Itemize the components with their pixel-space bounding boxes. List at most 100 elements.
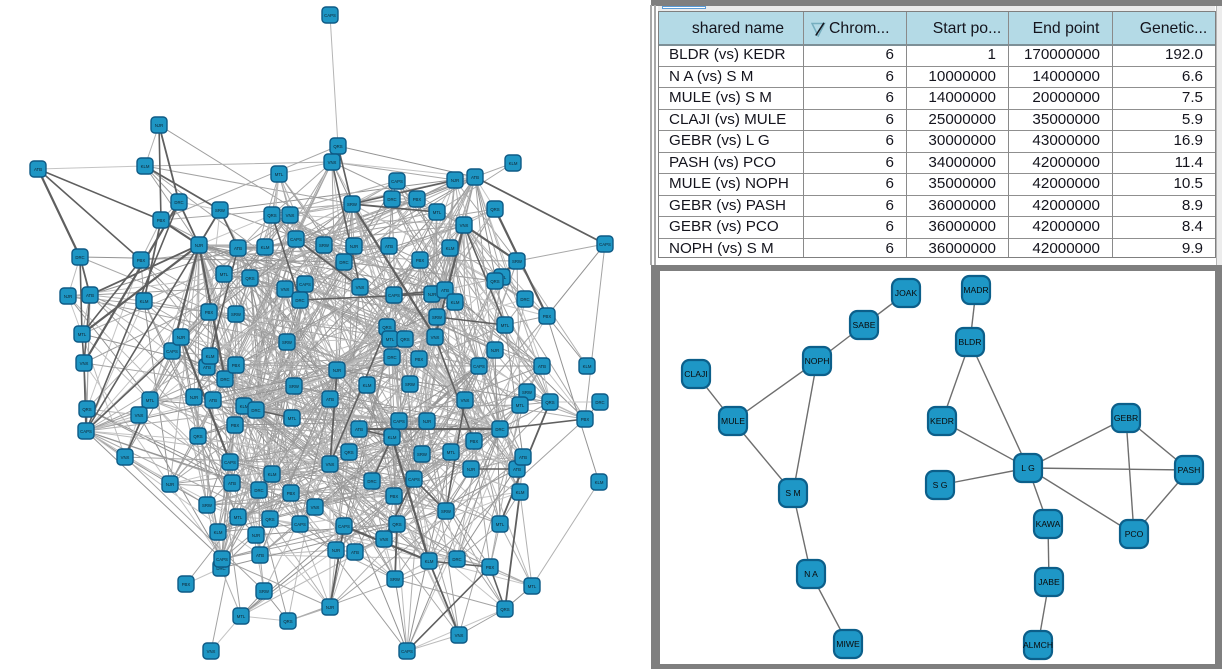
svg-text:VNX: VNX [80,361,89,366]
svg-text:CAPS: CAPS [338,524,350,529]
svg-text:MIWE: MIWE [836,639,860,649]
svg-text:DRC: DRC [220,377,229,382]
svg-text:ATB: ATB [326,397,334,402]
svg-text:VNX: VNX [380,537,389,542]
svg-text:KEDR: KEDR [930,416,954,426]
svg-text:KLM: KLM [363,383,372,388]
svg-text:MTL: MTL [146,398,155,403]
svg-text:CAPS: CAPS [408,477,420,482]
svg-text:KLM: KLM [206,354,215,359]
svg-text:DRC: DRC [216,566,225,571]
svg-text:CAPS: CAPS [401,649,413,654]
svg-text:PBX: PBX [390,494,399,499]
svg-text:CAPS: CAPS [224,460,236,465]
svg-text:ATB: ATB [513,467,521,472]
svg-text:ATB: ATB [209,398,217,403]
svg-text:PBX: PBX [182,582,191,587]
svg-text:MTL: MTL [433,210,442,215]
svg-text:CAPS: CAPS [80,429,92,434]
svg-text:JOAK: JOAK [895,288,918,298]
svg-text:PBX: PBX [470,439,479,444]
svg-text:KLM: KLM [451,300,460,305]
svg-text:SRW: SRW [259,589,270,594]
svg-text:NJR: NJR [467,467,475,472]
svg-text:SRW: SRW [405,382,416,387]
svg-text:NJR: NJR [155,123,163,128]
svg-text:SRW: SRW [390,577,401,582]
svg-text:CAPS: CAPS [290,237,302,242]
svg-text:MTL: MTL [234,515,243,520]
svg-text:SRW: SRW [282,340,293,345]
svg-text:QRS: QRS [545,400,554,405]
svg-text:MTL: MTL [501,323,510,328]
svg-text:QRS: QRS [265,517,274,522]
svg-text:CAPS: CAPS [299,282,311,287]
svg-text:CAPS: CAPS [599,242,611,247]
svg-text:CAPS: CAPS [388,293,400,298]
svg-text:KLM: KLM [583,364,592,369]
svg-text:KLM: KLM [261,245,270,250]
svg-text:MTL: MTL [220,272,229,277]
svg-text:BLDR: BLDR [959,337,982,347]
svg-text:ATB: ATB [355,427,363,432]
svg-text:NJR: NJR [195,243,203,248]
svg-text:PBX: PBX [416,258,425,263]
svg-text:MTL: MTL [386,337,395,342]
svg-text:MTL: MTL [237,614,246,619]
svg-text:VNX: VNX [455,633,464,638]
svg-text:KLM: KLM [388,435,397,440]
svg-text:MULE: MULE [721,416,745,426]
svg-text:QRS: QRS [283,619,292,624]
svg-text:DRC: DRC [254,488,263,493]
svg-text:ATB: ATB [471,175,479,180]
svg-text:NJR: NJR [350,244,358,249]
svg-text:NJR: NJR [428,292,436,297]
svg-text:QRS: QRS [490,207,499,212]
svg-text:QRS: QRS [400,337,409,342]
svg-text:PBX: PBX [413,197,422,202]
svg-text:NJR: NJR [326,605,334,610]
svg-text:PASH: PASH [1178,465,1201,475]
svg-text:KLM: KLM [214,530,223,535]
svg-text:VNX: VNX [286,213,295,218]
svg-text:N A: N A [804,569,818,579]
svg-text:ATB: ATB [519,455,527,460]
svg-text:ATB: ATB [203,365,211,370]
svg-text:SABE: SABE [853,320,876,330]
svg-text:KLM: KLM [516,490,525,495]
svg-text:KLM: KLM [268,472,277,477]
svg-text:SRW: SRW [512,259,523,264]
svg-text:VNX: VNX [326,462,335,467]
svg-text:NJR: NJR [491,348,499,353]
svg-text:PBX: PBX [232,363,241,368]
svg-text:PBX: PBX [137,258,146,263]
svg-text:SRW: SRW [319,243,330,248]
svg-text:DRC: DRC [520,297,529,302]
svg-text:CAPS: CAPS [294,522,306,527]
svg-text:DRC: DRC [595,400,604,405]
svg-text:KLM: KLM [509,161,518,166]
svg-text:CAPS: CAPS [324,13,336,18]
svg-text:GEBR: GEBR [1114,413,1138,423]
svg-text:NJR: NJR [190,395,198,400]
svg-text:DRC: DRC [295,298,304,303]
svg-text:KLM: KLM [240,404,249,409]
svg-text:QRS: QRS [392,522,401,527]
svg-text:S G: S G [933,480,948,490]
svg-text:KAWA: KAWA [1036,519,1061,529]
svg-text:QRS: QRS [490,279,499,284]
svg-text:QRS: QRS [382,325,391,330]
svg-text:JABE: JABE [1038,577,1060,587]
svg-text:CAPS: CAPS [216,557,228,562]
svg-text:DRC: DRC [174,200,183,205]
svg-text:ATB: ATB [538,364,546,369]
svg-text:SRW: SRW [289,384,300,389]
svg-text:VNX: VNX [207,649,216,654]
svg-text:CAPS: CAPS [473,364,485,369]
svg-text:PBX: PBX [157,218,166,223]
svg-text:MTL: MTL [447,450,456,455]
svg-text:QRS: QRS [344,450,353,455]
svg-text:DRC: DRC [75,255,84,260]
svg-text:DRC: DRC [495,427,504,432]
svg-text:VNX: VNX [135,413,144,418]
